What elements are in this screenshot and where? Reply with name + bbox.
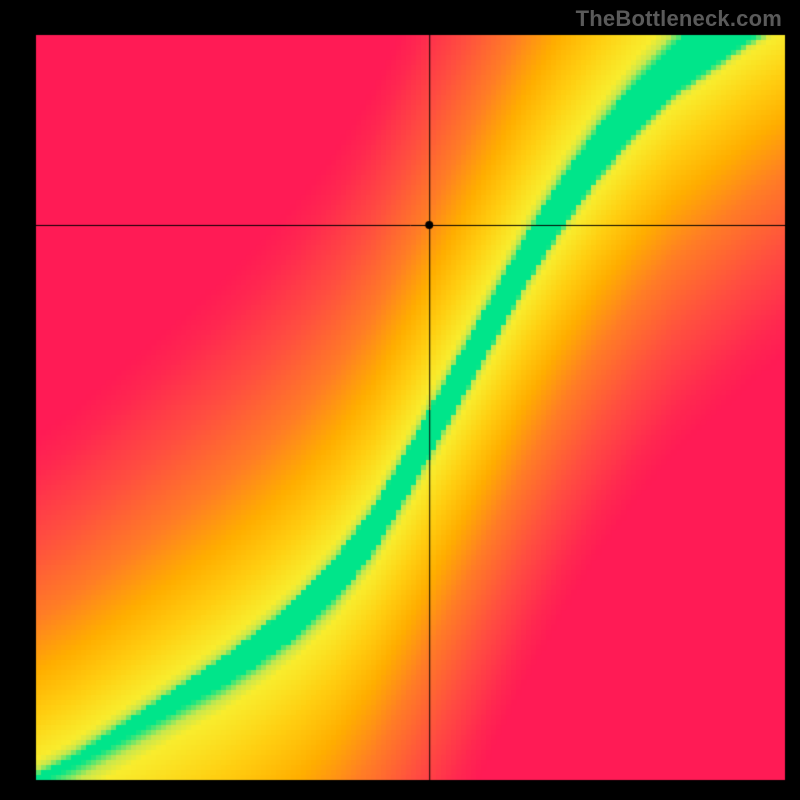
chart-container: { "watermark": { "text": "TheBottleneck.… <box>0 0 800 800</box>
watermark-text: TheBottleneck.com <box>576 6 782 32</box>
bottleneck-heatmap <box>0 0 800 800</box>
